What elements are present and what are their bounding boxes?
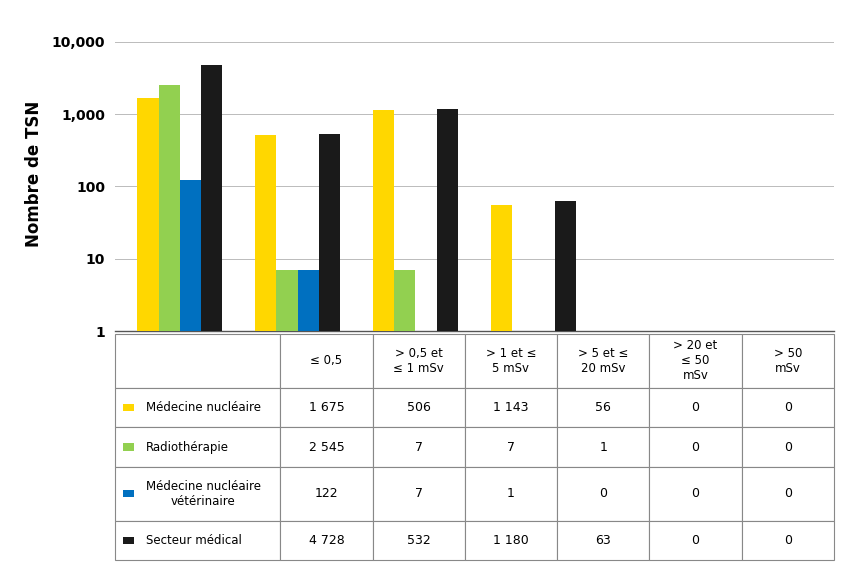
Text: Médecine nucléaire: Médecine nucléaire: [146, 401, 260, 414]
Text: ≤ 0,5: ≤ 0,5: [311, 354, 342, 367]
Text: 56: 56: [596, 401, 611, 414]
Text: > 0,5 et
≤ 1 mSv: > 0,5 et ≤ 1 mSv: [393, 347, 444, 375]
Bar: [158, 85, 180, 566]
Text: 1 143: 1 143: [494, 401, 528, 414]
Bar: [255, 135, 277, 566]
Text: 1 180: 1 180: [493, 534, 528, 547]
Text: 4 728: 4 728: [309, 534, 345, 547]
Text: > 5 et ≤
20 mSv: > 5 et ≤ 20 mSv: [578, 347, 628, 375]
Text: 2 545: 2 545: [309, 441, 345, 453]
Bar: [201, 65, 222, 566]
Text: 63: 63: [596, 534, 611, 547]
Text: 1: 1: [599, 441, 608, 453]
Text: 7: 7: [414, 441, 423, 453]
Text: 7: 7: [414, 487, 423, 500]
Text: 122: 122: [315, 487, 338, 500]
Bar: [277, 270, 298, 566]
Text: Radiothérapie: Radiothérapie: [146, 441, 229, 453]
Bar: [437, 109, 458, 566]
Text: 1 675: 1 675: [309, 401, 345, 414]
Text: 7: 7: [507, 441, 515, 453]
Text: Médecine nucléaire
vétérinaire: Médecine nucléaire vétérinaire: [146, 480, 260, 508]
Text: 0: 0: [692, 401, 700, 414]
Bar: [415, 331, 437, 566]
Bar: [137, 98, 158, 566]
Text: Secteur médical: Secteur médical: [146, 534, 242, 547]
Bar: [319, 134, 340, 566]
Text: 0: 0: [692, 534, 700, 547]
Text: 0: 0: [784, 534, 791, 547]
Text: 0: 0: [599, 487, 608, 500]
Text: 0: 0: [784, 441, 791, 453]
Text: 506: 506: [407, 401, 431, 414]
Bar: [298, 270, 319, 566]
Text: 1: 1: [507, 487, 515, 500]
Bar: [512, 331, 534, 566]
Text: > 20 et
≤ 50
mSv: > 20 et ≤ 50 mSv: [673, 339, 717, 382]
Bar: [373, 110, 394, 566]
Text: 0: 0: [692, 487, 700, 500]
Text: 0: 0: [692, 441, 700, 453]
Bar: [491, 205, 512, 566]
Y-axis label: Nombre de TSN: Nombre de TSN: [26, 101, 43, 247]
Bar: [180, 180, 201, 566]
Text: 532: 532: [407, 534, 431, 547]
Text: > 50
mSv: > 50 mSv: [774, 347, 802, 375]
Bar: [555, 201, 576, 566]
Bar: [394, 270, 415, 566]
Text: > 1 et ≤
5 mSv: > 1 et ≤ 5 mSv: [486, 347, 536, 375]
Text: 0: 0: [784, 401, 791, 414]
Text: 0: 0: [784, 487, 791, 500]
